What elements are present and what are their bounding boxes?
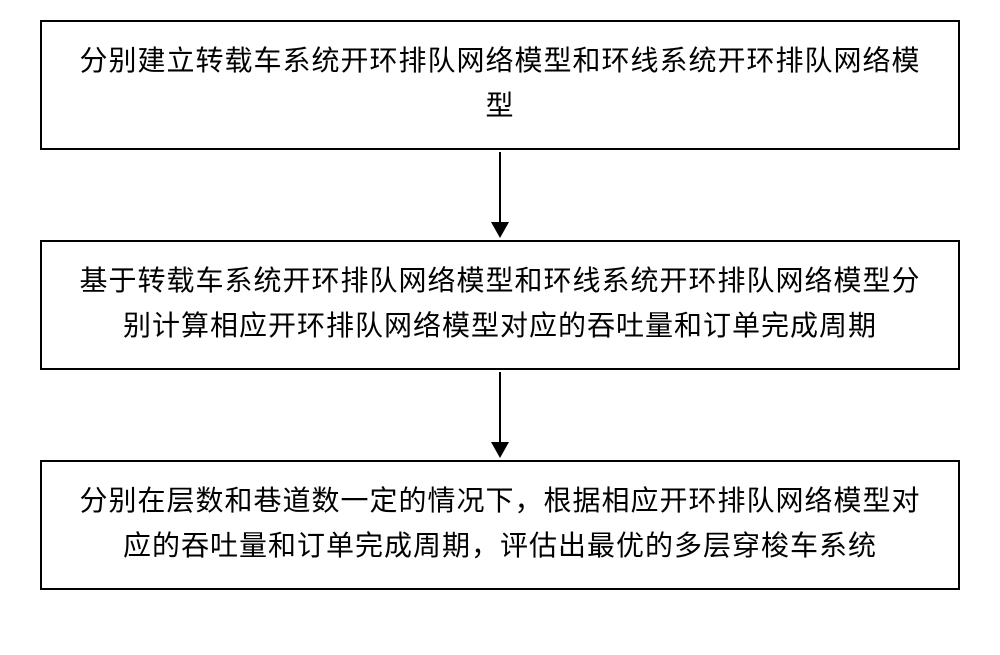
flowchart-step-2: 基于转载车系统开环排队网络模型和环线系统开环排队网络模型分别计算相应开环排队网络…: [40, 240, 960, 370]
flowchart-step-3: 分别在层数和巷道数一定的情况下，根据相应开环排队网络模型对应的吞吐量和订单完成周…: [40, 460, 960, 590]
step-1-text: 分别建立转载车系统开环排队网络模型和环线系统开环排队网络模型: [66, 40, 934, 130]
flowchart-container: 分别建立转载车系统开环排队网络模型和环线系统开环排队网络模型 基于转载车系统开环…: [0, 0, 1000, 655]
arrow-line-2: [499, 372, 501, 442]
arrow-head-2: [491, 442, 509, 458]
step-2-text: 基于转载车系统开环排队网络模型和环线系统开环排队网络模型分别计算相应开环排队网络…: [66, 260, 934, 350]
arrow-head-1: [491, 222, 509, 238]
arrow-2: [491, 370, 509, 460]
step-3-text: 分别在层数和巷道数一定的情况下，根据相应开环排队网络模型对应的吞吐量和订单完成周…: [66, 480, 934, 570]
flowchart-step-1: 分别建立转载车系统开环排队网络模型和环线系统开环排队网络模型: [40, 20, 960, 150]
arrow-line-1: [499, 152, 501, 222]
arrow-1: [491, 150, 509, 240]
